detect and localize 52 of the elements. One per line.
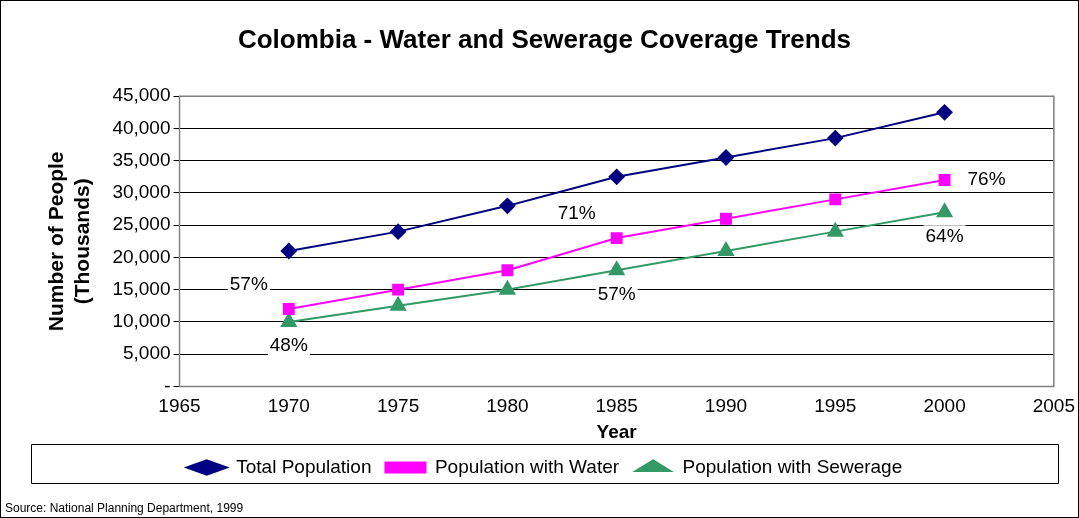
point <box>608 168 625 185</box>
point <box>501 264 514 277</box>
annotation: 76% <box>967 168 1006 190</box>
y-tick-label: 5,000 <box>122 342 171 364</box>
source-note: Source: National Planning Department, 1999 <box>5 501 244 516</box>
point <box>499 197 516 214</box>
point <box>720 212 732 225</box>
point <box>610 232 623 245</box>
annotation: 71% <box>557 202 596 224</box>
x-tick-label: 1995 <box>814 395 857 417</box>
x-tick-label: 1970 <box>267 395 310 417</box>
annotation: 57% <box>229 273 268 295</box>
y-axis-title: Number of People (Thousands) <box>44 151 93 332</box>
x-tick-label: 1975 <box>376 395 420 417</box>
annotation: 48% <box>269 334 308 356</box>
y-tick-label: 45,000 <box>112 84 171 106</box>
point <box>717 149 734 166</box>
legend-label: Population with Water <box>434 455 620 477</box>
point <box>608 261 625 276</box>
y-tick-label: 15,000 <box>112 277 171 299</box>
legend-label: Total Population <box>236 455 372 477</box>
x-tick-label: 1985 <box>595 395 638 417</box>
y-tick-label: - <box>164 374 171 396</box>
point <box>829 193 842 206</box>
x-tick-label: 1980 <box>486 395 529 417</box>
annotation: 64% <box>925 224 964 246</box>
y-tick-label: 40,000 <box>112 116 171 138</box>
point <box>936 203 953 218</box>
point <box>280 242 297 259</box>
legend-label: Population with Sewerage <box>682 455 903 477</box>
point <box>390 223 407 240</box>
annotation: 57% <box>597 282 636 304</box>
point <box>827 130 844 147</box>
x-axis-title: Year <box>596 420 638 442</box>
point <box>390 296 407 311</box>
point <box>282 303 295 315</box>
point <box>392 283 405 296</box>
point <box>827 222 844 237</box>
y-tick-label: 10,000 <box>112 310 171 332</box>
y-tick-label: 25,000 <box>112 213 171 235</box>
point <box>718 241 734 256</box>
y-tick-label: 30,000 <box>112 181 171 203</box>
point <box>938 174 951 186</box>
y-tick-label: 35,000 <box>112 148 171 170</box>
chart-title: Colombia - Water and Sewerage Coverage Trends <box>237 23 852 54</box>
x-tick-label: 2000 <box>923 395 966 417</box>
y-tick-label: 20,000 <box>112 245 171 267</box>
x-tick-label: 2005 <box>1032 395 1076 417</box>
point <box>499 280 516 295</box>
x-tick-label: 1965 <box>158 395 201 417</box>
point <box>936 104 953 121</box>
x-tick-label: 1990 <box>704 395 748 417</box>
